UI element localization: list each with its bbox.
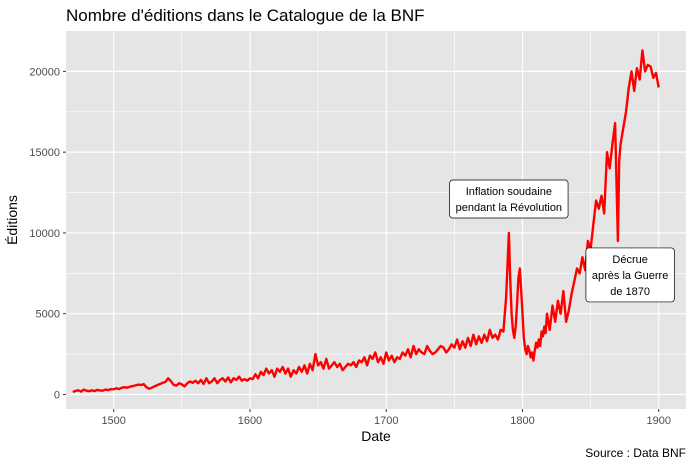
x-tick-label: 1500 [101, 415, 125, 427]
annotation-text: de 1870 [610, 286, 650, 298]
annotation-text: Décrue [612, 254, 647, 266]
annotation-label: Inflation soudaine pendant la Révolution [449, 179, 569, 219]
y-axis-title: Éditions [4, 195, 20, 245]
y-tick-label: 20000 [29, 66, 60, 78]
y-tick-label: 15000 [29, 147, 60, 159]
y-tick-label: 0 [54, 389, 60, 401]
x-tick-label: 1900 [647, 415, 671, 427]
y-axis-ticks: 0 5000 10000 15000 20000 [29, 66, 66, 401]
annotation-text: Inflation soudaine [466, 186, 552, 198]
chart-caption: Source : Data BNF [585, 446, 686, 460]
annotation-box [449, 179, 569, 219]
annotation-text: après la Guerre [592, 270, 668, 282]
series-line [72, 49, 660, 394]
y-tick-label: 5000 [36, 309, 60, 321]
x-tick-label: 1600 [238, 415, 262, 427]
annotation-box [585, 247, 675, 303]
annotation-text: pendant la Révolution [456, 202, 562, 214]
chart-title: Nombre d'éditions dans le Catalogue de l… [66, 6, 425, 25]
annotation-label: Décrue après la Guerre de 1870 [585, 247, 675, 303]
x-axis-title: Date [361, 428, 391, 444]
plot-panel [66, 31, 686, 409]
x-tick-label: 1800 [510, 415, 534, 427]
annotations: Inflation soudaine pendant la Révolution D… [449, 179, 675, 303]
grid-lines [66, 31, 686, 409]
x-tick-label: 1700 [374, 415, 398, 427]
y-tick-label: 10000 [29, 228, 60, 240]
x-axis-ticks: 1500 1600 1700 1800 1900 [101, 409, 671, 427]
